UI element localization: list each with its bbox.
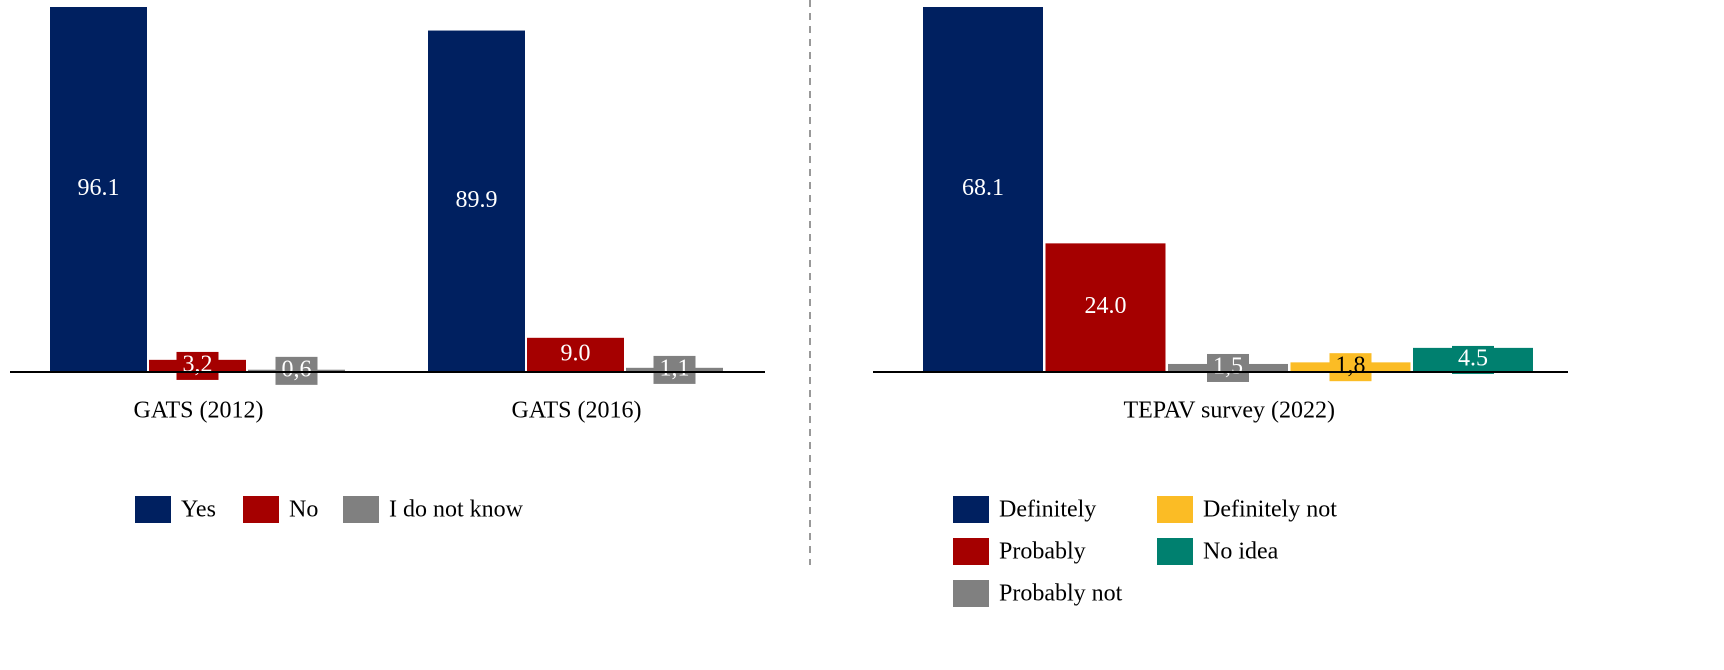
data-label: 1,1 — [660, 355, 690, 381]
data-label: 0,6 — [282, 356, 312, 382]
data-label: 9.0 — [561, 340, 591, 366]
bar — [527, 337, 624, 372]
legend-label: Probably not — [999, 581, 1123, 607]
legend-swatch — [953, 496, 989, 523]
legend-swatch — [1157, 496, 1193, 523]
data-label-box — [653, 355, 696, 384]
data-label: 1,5 — [1213, 353, 1243, 379]
data-label: 3,2 — [183, 351, 213, 377]
data-label: 68.1 — [962, 175, 1004, 201]
x-tick-label: TEPAV survey (2022) — [1123, 398, 1335, 424]
legend-label: No — [289, 497, 318, 523]
data-label-box — [1207, 353, 1249, 382]
data-label: 89.9 — [456, 187, 498, 213]
legend-label: I do not know — [389, 497, 524, 523]
data-label: 96.1 — [78, 175, 120, 201]
legend-label: Definitely not — [1203, 497, 1337, 523]
x-tick-label: GATS (2016) — [512, 398, 642, 424]
legend-swatch — [135, 496, 171, 523]
bar — [923, 7, 1043, 372]
legend-label: Yes — [181, 497, 216, 523]
legend-swatch — [343, 496, 379, 523]
data-label-box — [1329, 353, 1372, 382]
data-label: 4.5 — [1458, 345, 1488, 371]
data-label-box — [275, 356, 318, 385]
legend-swatch — [243, 496, 279, 523]
data-label: 1,8 — [1336, 353, 1366, 379]
data-label: 24.0 — [1085, 293, 1127, 319]
bar — [1045, 243, 1166, 372]
legend-swatch — [953, 538, 989, 565]
x-tick-label: GATS (2012) — [134, 398, 264, 424]
data-label-box — [176, 351, 219, 380]
legend-swatch — [1157, 538, 1193, 565]
legend-label: Probably — [999, 539, 1086, 565]
legend-label: Definitely — [999, 497, 1096, 523]
bar — [428, 30, 525, 372]
data-label-box — [1452, 345, 1494, 374]
bar — [50, 7, 147, 372]
legend-swatch — [953, 580, 989, 607]
legend-label: No idea — [1203, 539, 1279, 565]
